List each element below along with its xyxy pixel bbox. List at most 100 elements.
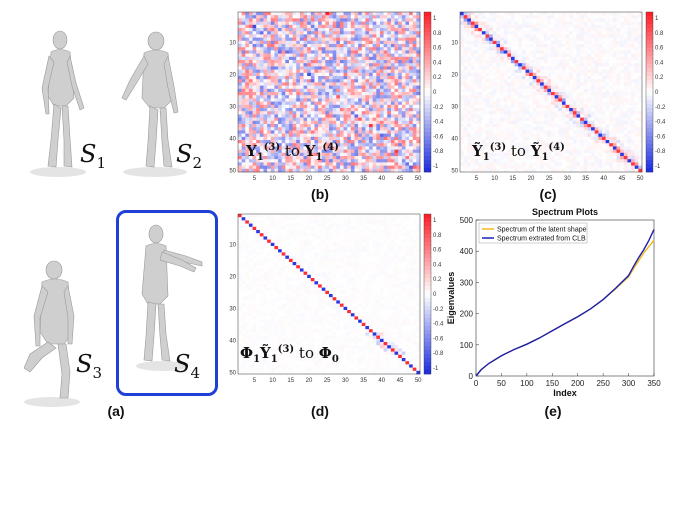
heatmap-cell [310,114,315,118]
heatmap-cell [270,120,275,125]
heatmap-cell [245,37,250,42]
heatmap-cell [572,44,577,48]
heatmap-cell [238,12,242,16]
heatmap-cell [350,146,355,150]
heatmap-cell [354,159,359,163]
heatmap-cell [358,72,363,77]
heatmap-cell [274,114,279,118]
heatmap-cell [518,37,523,42]
heatmap-cell [321,63,326,67]
heatmap-cell [612,53,617,58]
heatmap-cell [580,56,585,61]
heatmap-cell [609,127,614,131]
heatmap-cell [565,133,570,138]
heatmap-cell [318,85,323,90]
heatmap-cell [532,79,537,83]
heatmap-cell [314,24,319,29]
heatmap-cell [598,143,603,147]
heatmap-cell [463,133,468,138]
heatmap-cell [369,63,373,67]
heatmap-cell [361,79,366,83]
heatmap-cell [350,56,355,61]
heatmap-cell [303,31,308,35]
heatmap-cell [358,136,363,141]
heatmap-cell [478,37,483,42]
heatmap-cell [467,37,472,42]
heatmap-cell [238,127,242,131]
heatmap-cell [634,85,639,90]
heatmap-cell [634,50,639,54]
heatmap-cell [416,82,421,86]
heatmap-cell [263,60,268,64]
heatmap-cell [503,18,508,22]
heatmap-cell [281,140,286,144]
heatmap-cell [558,15,563,19]
heatmap-cell [580,24,585,29]
heatmap-cell [569,56,574,61]
heatmap-cell [285,44,290,48]
heatmap-cell [627,124,632,128]
heatmap-cell [387,92,392,96]
heatmap-cell [394,95,399,99]
heatmap-cell [481,60,486,64]
heatmap-cell [365,47,370,51]
heatmap-cell [325,159,330,163]
heatmap-cell [296,66,301,70]
heatmap-cell [321,56,326,61]
heatmap-cell [609,108,614,112]
heatmap-cell [245,53,250,58]
heatmap-cell [598,56,603,61]
heatmap-cell [350,34,355,38]
heatmap-cell [263,66,268,70]
heatmap-cell [274,98,279,102]
heatmap-cell [274,53,279,58]
heatmap-cell [481,37,486,42]
heatmap-cell [580,127,585,131]
heatmap-cell [394,53,399,58]
heatmap-cell [263,101,268,106]
heatmap-cell [561,101,566,106]
colorbar-segment [424,100,431,105]
heatmap-cell [591,44,595,48]
heatmap-cell [369,37,373,42]
heatmap-cell [416,53,421,58]
heatmap-cell [307,165,312,170]
heatmap-cell [263,104,268,109]
heatmap-cell [278,28,282,32]
heatmap-cell [620,124,625,128]
heatmap-cell [616,162,621,166]
heatmap-cell [390,108,395,112]
heatmap-cell [376,124,381,128]
heatmap-cell [547,24,552,29]
heatmap-cell [638,162,643,166]
heatmap-cell [310,98,315,102]
heatmap-cell [551,120,555,125]
heatmap-cell [627,159,632,163]
heatmap-cell [605,114,610,118]
heatmap-cell [339,63,344,67]
heatmap-cell [365,130,370,134]
heatmap-cell [478,66,483,70]
heatmap-cell [529,63,534,67]
heatmap-cell [303,28,308,32]
heatmap-cell [376,146,381,150]
heatmap-cell [405,95,410,99]
heatmap-cell [405,114,410,118]
heatmap-cell [507,165,512,170]
heatmap-cell [314,88,319,93]
heatmap-cell [500,162,504,166]
heatmap-cell [601,66,606,70]
heatmap-cell [492,133,497,138]
heatmap-cell [416,111,421,115]
heatmap-cell [601,18,606,22]
heatmap-cell [383,72,388,77]
heatmap-cell [314,162,319,166]
heatmap-cell [518,133,523,138]
heatmap-cell [369,114,373,118]
heatmap-cell [376,56,381,61]
heatmap-cell [609,47,614,51]
heatmap-cell [409,12,414,16]
heatmap-cell [572,101,577,106]
heatmap-cell [616,53,621,58]
heatmap-cell [390,85,395,90]
